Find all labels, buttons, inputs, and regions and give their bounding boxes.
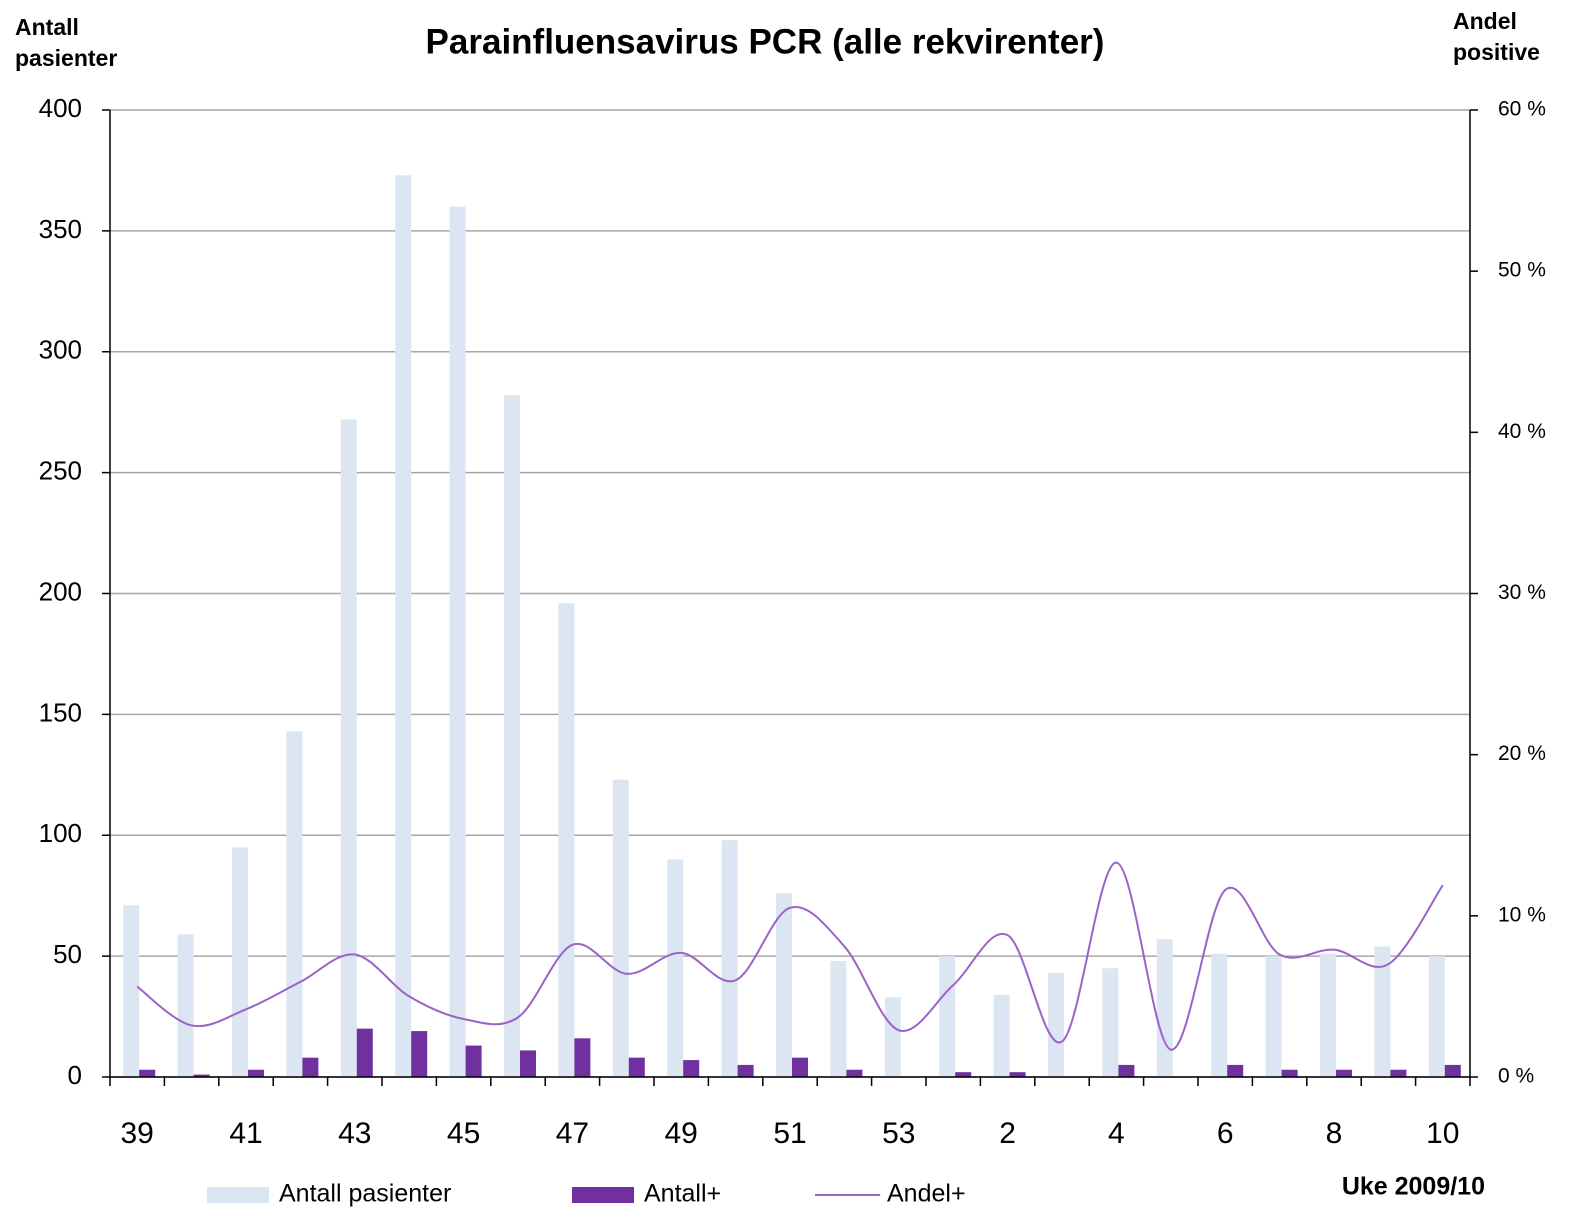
bar xyxy=(1320,953,1336,1077)
x-tick-label: 10 xyxy=(1426,1117,1459,1150)
x-tick-label: 49 xyxy=(665,1117,698,1150)
bar xyxy=(776,893,792,1077)
y2-tick-label: 40 % xyxy=(1498,420,1546,443)
bar xyxy=(955,1072,972,1077)
line xyxy=(136,861,1444,1051)
x-tick-label: 45 xyxy=(447,1117,480,1150)
x-tick-label: 6 xyxy=(1217,1117,1234,1150)
y2-tick-label: 10 % xyxy=(1498,903,1546,926)
bar xyxy=(1444,1064,1461,1077)
y-tick-label: 200 xyxy=(39,576,82,606)
y-tick-label: 100 xyxy=(39,818,82,848)
bar xyxy=(737,1064,754,1077)
chart-title: Parainfluensavirus PCR (alle rekvirenter… xyxy=(426,22,1105,61)
bar xyxy=(520,1050,536,1077)
y-tick-label: 350 xyxy=(39,214,82,244)
bar xyxy=(1374,946,1391,1077)
bar xyxy=(193,1074,210,1077)
bar xyxy=(846,1069,863,1077)
y-tick-label: 50 xyxy=(53,939,82,969)
bar xyxy=(395,175,412,1077)
y2-tick-label: 60 % xyxy=(1498,98,1546,121)
x-tick-label: 39 xyxy=(121,1117,154,1150)
bar xyxy=(139,1069,156,1077)
bar xyxy=(1048,973,1064,1077)
bar xyxy=(628,1057,645,1077)
bar xyxy=(1102,968,1119,1077)
y2-tick-label: 50 % xyxy=(1498,259,1546,282)
bar xyxy=(1211,953,1228,1077)
bar xyxy=(574,1038,591,1077)
bar xyxy=(721,840,738,1077)
bar xyxy=(558,603,575,1077)
x-axis-title: Uke 2009/10 xyxy=(1342,1173,1485,1201)
bar xyxy=(340,419,357,1077)
y-axis-title: Antall pasienter xyxy=(15,14,118,71)
y-tick-label: 400 xyxy=(39,93,82,123)
x-tick-label: 2 xyxy=(999,1117,1016,1150)
y-tick-label: 300 xyxy=(39,335,82,365)
bar xyxy=(1428,956,1445,1077)
bar xyxy=(667,859,684,1077)
y2-tick-label: 20 % xyxy=(1498,742,1546,765)
x-tick-label: 4 xyxy=(1108,1117,1125,1150)
bar xyxy=(1390,1069,1407,1077)
bar xyxy=(993,994,1010,1077)
y-tick-label: 250 xyxy=(39,456,82,486)
x-tick-label: 43 xyxy=(338,1117,371,1150)
bar xyxy=(1336,1069,1352,1077)
x-tick-label: 53 xyxy=(882,1117,915,1150)
bar xyxy=(939,956,956,1077)
bar xyxy=(884,997,901,1077)
bar xyxy=(1118,1064,1135,1077)
bar xyxy=(286,731,303,1077)
bar xyxy=(1009,1072,1026,1077)
bar xyxy=(449,206,466,1077)
bar xyxy=(302,1057,319,1077)
legend-label: Antall pasienter xyxy=(279,1180,451,1208)
y-tick-label: 150 xyxy=(39,697,82,727)
bar xyxy=(248,1069,264,1077)
legend-swatch xyxy=(207,1187,269,1203)
legend-label: Antall+ xyxy=(644,1180,721,1208)
bar xyxy=(1265,956,1282,1077)
x-tick-label: 41 xyxy=(229,1117,262,1150)
bar xyxy=(1227,1064,1244,1077)
y2-tick-label: 0 % xyxy=(1498,1065,1534,1088)
y2-tick-label: 30 % xyxy=(1498,581,1546,604)
legend-swatch xyxy=(572,1187,634,1203)
bar xyxy=(683,1060,700,1077)
bar xyxy=(612,779,629,1077)
bar xyxy=(123,905,140,1077)
bar xyxy=(504,395,520,1077)
bar xyxy=(792,1057,808,1077)
bar xyxy=(356,1028,373,1077)
bar xyxy=(232,847,248,1077)
legend-label: Andel+ xyxy=(887,1180,966,1208)
bar xyxy=(411,1031,428,1077)
x-tick-label: 51 xyxy=(773,1117,806,1150)
bar xyxy=(177,934,194,1077)
y-tick-label: 0 xyxy=(68,1060,82,1090)
x-tick-label: 47 xyxy=(556,1117,589,1150)
bar xyxy=(1281,1069,1298,1077)
bar xyxy=(465,1045,482,1077)
x-tick-label: 8 xyxy=(1326,1117,1343,1150)
y2-axis-title: Andel positive xyxy=(1453,8,1540,65)
bar xyxy=(830,960,847,1077)
bar xyxy=(1156,939,1173,1077)
